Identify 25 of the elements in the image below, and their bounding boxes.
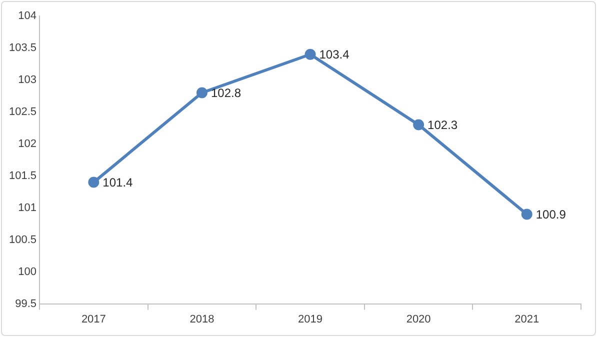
x-tick-label: 2018	[190, 313, 214, 326]
y-tick-label: 101.5	[8, 170, 37, 182]
y-tick-label: 103	[18, 74, 37, 86]
point	[304, 48, 316, 60]
data-label: 101.4	[102, 176, 134, 190]
y-tick-label: 102	[18, 138, 37, 150]
x-tick-label: 2020	[406, 313, 431, 326]
y-tick-label: 103.5	[8, 42, 37, 54]
point	[88, 176, 100, 188]
y-tick-label: 100.5	[8, 234, 37, 246]
y-tick-label: 104	[18, 10, 37, 22]
y-tick-label: 102.5	[8, 106, 37, 118]
x-tick-label: 2017	[81, 313, 106, 326]
data-label: 100.9	[536, 208, 566, 222]
point	[196, 87, 208, 98]
y-tick-label: 100	[18, 266, 37, 278]
data-label: 103.4	[319, 48, 350, 62]
y-tick-label: 101	[18, 202, 37, 214]
point	[413, 119, 424, 130]
x-tick-label: 2019	[298, 313, 323, 326]
x-tick-label: 2021	[514, 313, 540, 326]
y-tick-label: 99.5	[15, 298, 37, 310]
data-label: 102.3	[428, 118, 458, 132]
point	[521, 208, 532, 220]
data-label: 102.8	[210, 86, 242, 100]
